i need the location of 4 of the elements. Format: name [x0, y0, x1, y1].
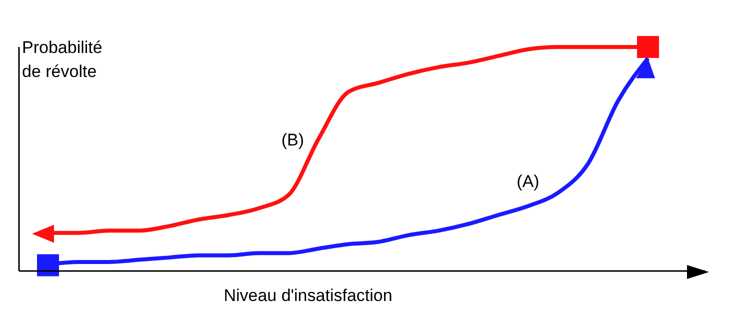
x-axis-title: Niveau d'insatisfaction: [222, 286, 394, 306]
series-label: (B): [281, 130, 304, 150]
series-label: (A): [516, 172, 540, 191]
y-axis-title: Probabilité de révolte: [22, 37, 102, 83]
